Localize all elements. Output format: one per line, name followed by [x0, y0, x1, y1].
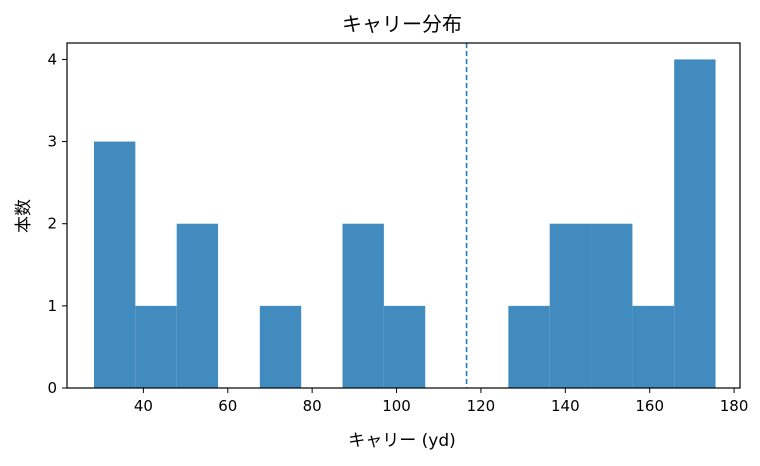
x-tick-label-120: 120 [467, 397, 496, 415]
histogram-bar-11 [549, 223, 592, 388]
x-tick-label-40: 40 [134, 397, 153, 415]
chart-title: キャリー分布 [342, 12, 462, 36]
y-tick-label-0: 0 [47, 379, 57, 397]
x-tick-label-60: 60 [218, 397, 237, 415]
histogram-bar-4 [259, 305, 302, 388]
y-tick-label-2: 2 [47, 215, 57, 233]
x-axis: 40 60 80 100 120 140 160 180 [134, 388, 749, 415]
histogram-bar-2 [176, 223, 219, 388]
plot-frame [66, 42, 741, 389]
histogram-bar-14 [674, 59, 716, 389]
x-axis-label: キャリー (yd) [348, 431, 456, 451]
x-tick-label-140: 140 [551, 397, 580, 415]
y-tick-label-1: 1 [47, 297, 57, 315]
x-tick-label-100: 100 [382, 397, 411, 415]
histogram-bar-1 [135, 305, 177, 388]
x-tick-label-80: 80 [303, 397, 322, 415]
y-tick-label-4: 4 [47, 50, 57, 68]
histogram-bar-6 [342, 223, 384, 388]
histogram-bar-10 [508, 305, 550, 388]
histogram-bar-13 [632, 305, 675, 388]
histogram-bar-7 [383, 305, 426, 388]
y-tick-label-3: 3 [47, 133, 57, 151]
histogram-bar-12 [591, 223, 633, 388]
y-axis-label: 本数 [14, 199, 34, 233]
x-tick-label-160: 160 [635, 397, 664, 415]
bars-group [94, 59, 716, 389]
y-axis: 0 1 2 3 4 [47, 50, 67, 397]
histogram-bar-0 [94, 141, 136, 388]
x-tick-label-180: 180 [720, 397, 749, 415]
